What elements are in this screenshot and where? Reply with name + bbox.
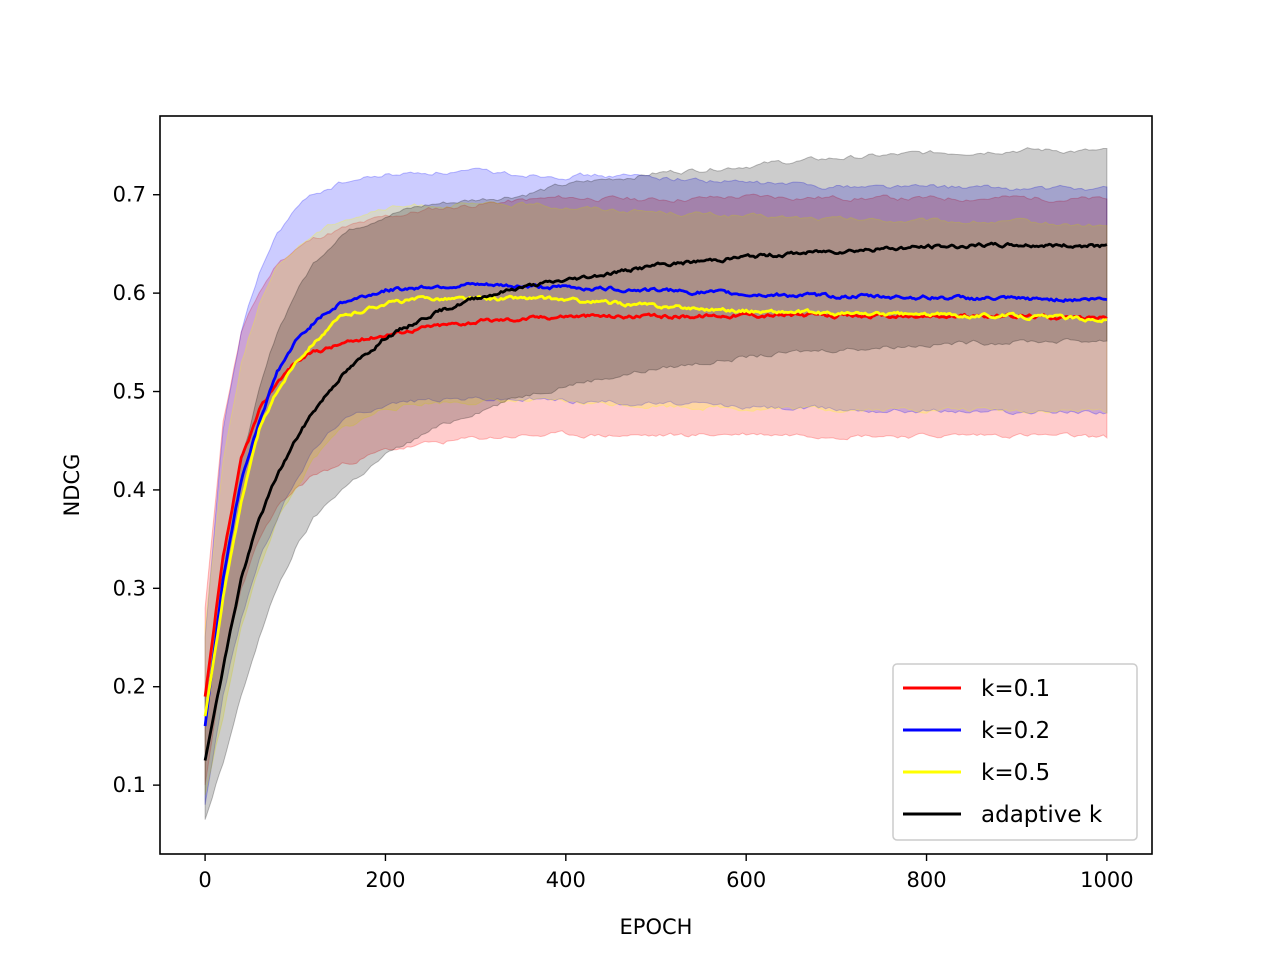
y-tick-label: 0.1 [113, 773, 146, 797]
y-axis-label: NDCG [60, 454, 84, 517]
line-adaptive-k [203, 241, 1108, 761]
line-k-0-5 [203, 294, 1108, 717]
legend-label: k=0.1 [981, 676, 1050, 702]
x-axis-ticks: 0 200 400 600 800 1000 [198, 854, 1134, 892]
x-tick-label: 1000 [1080, 868, 1133, 892]
x-tick-label: 200 [365, 868, 405, 892]
plot-frame [159, 115, 1153, 855]
y-axis-ticks: 0.1 0.2 0.3 0.4 0.5 0.6 0.7 [113, 183, 160, 797]
legend: k=0.1 k=0.2 k=0.5 adaptive k [892, 663, 1138, 841]
legend-box [892, 663, 1138, 841]
line-k-0-2 [203, 281, 1108, 727]
y-tick-label: 0.4 [113, 478, 146, 502]
band-k-0-1 [204, 193, 1108, 786]
x-tick-label: 800 [906, 868, 946, 892]
series-lines [203, 241, 1108, 761]
legend-label: adaptive k [981, 802, 1103, 828]
legend-label: k=0.5 [981, 760, 1050, 786]
y-tick-label: 0.5 [113, 380, 146, 404]
y-tick-label: 0.6 [113, 281, 146, 305]
x-tick-label: 0 [198, 868, 211, 892]
band-k-0-5 [204, 201, 1108, 796]
y-tick-label: 0.7 [113, 183, 146, 207]
x-tick-label: 400 [546, 868, 586, 892]
y-tick-label: 0.2 [113, 675, 146, 699]
y-tick-label: 0.3 [113, 576, 146, 600]
legend-label: k=0.2 [981, 718, 1050, 744]
x-tick-label: 600 [726, 868, 766, 892]
x-axis-label: EPOCH [620, 915, 693, 939]
